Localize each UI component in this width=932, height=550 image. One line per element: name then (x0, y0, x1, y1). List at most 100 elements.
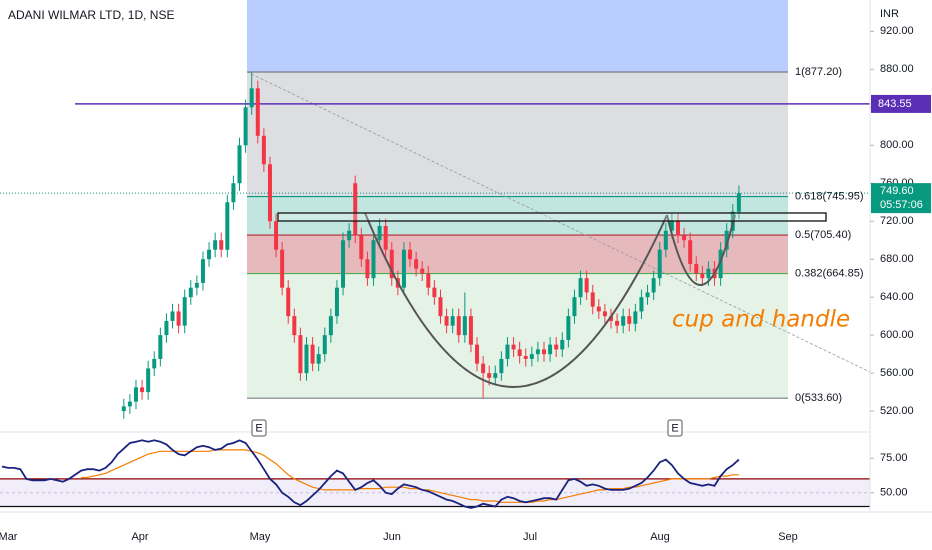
candle-body (133, 387, 138, 402)
candle-body (505, 344, 510, 359)
candle-body (237, 145, 242, 184)
fib-zone (247, 235, 788, 274)
candle-body (170, 311, 175, 321)
last-price-tag (871, 183, 931, 214)
fib-extension-zone (247, 0, 788, 72)
handle-curve (666, 214, 736, 286)
candle-body (657, 249, 662, 279)
candle-body (420, 268, 425, 274)
candle-body (566, 316, 571, 340)
x-tick-label: Mar (0, 531, 18, 543)
fib-level-label: 0(533.60) (795, 392, 842, 404)
candle-body (200, 259, 205, 283)
x-tick-label: May (250, 531, 271, 543)
candle-body (408, 249, 413, 260)
candle-body (609, 316, 613, 321)
currency: INR (880, 8, 899, 20)
candle-body (322, 335, 327, 355)
resistance-box (277, 212, 827, 222)
overlay (277, 212, 827, 388)
candle-body (194, 282, 199, 288)
candle-body (176, 311, 181, 326)
x-tick-label: Jul (523, 531, 537, 543)
candle-body (694, 263, 699, 274)
candle-body (511, 344, 516, 350)
candle-body (736, 193, 741, 212)
rsi-tick-label: 50.00 (880, 487, 908, 499)
candle-body (359, 235, 364, 260)
candle-body (517, 349, 522, 357)
axis: 920.00880.00840.00800.00760.00720.00680.… (0, 25, 931, 543)
fib-level-label: 0.382(664.85) (795, 267, 864, 279)
fib-level-label: 1(877.20) (795, 66, 842, 78)
y-tick-label: 800.00 (880, 139, 914, 151)
candle-body (249, 88, 254, 108)
candle-body (219, 240, 224, 250)
rsi-line (1, 439, 740, 509)
candle-body (542, 349, 547, 355)
trend-line (246, 71, 870, 373)
candle-body (188, 287, 193, 298)
candle-body (274, 221, 279, 250)
candle-body (158, 335, 163, 359)
fib-level-label: 0.618(745.95) (795, 190, 864, 202)
candle-body (535, 349, 540, 355)
candle-body (493, 373, 498, 378)
candle-body (487, 373, 492, 378)
fib-level-label: 0.5(705.40) (795, 229, 851, 241)
candle-body (456, 316, 461, 336)
candle-body (669, 221, 674, 231)
candle-body (590, 292, 595, 307)
x-tick-label: Jun (383, 531, 401, 543)
candle-body (292, 316, 297, 336)
candle-body (724, 230, 729, 250)
candle-body (231, 183, 236, 203)
y-tick-label: 600.00 (880, 329, 914, 341)
price-tag-label: 843.55 (878, 98, 912, 110)
candle-body (700, 273, 705, 279)
candle-body (353, 183, 358, 236)
candle-body (438, 297, 443, 317)
candle-body (255, 88, 260, 136)
candle-body (341, 240, 346, 288)
earnings-label: E (671, 422, 678, 434)
candle-body (389, 249, 394, 279)
candle-body (401, 249, 406, 288)
candle-body (207, 249, 212, 260)
candle-body (523, 356, 528, 359)
candle-body (584, 278, 589, 293)
fib-zones (247, 0, 788, 399)
candle-body (121, 406, 126, 412)
candle-body (182, 297, 187, 326)
candle-body (280, 249, 285, 288)
candle-body (426, 273, 431, 288)
rsi-tick-label: 75.00 (880, 452, 908, 464)
fib-zone (247, 71, 788, 197)
earnings-label: E (255, 422, 262, 434)
candle-body (377, 225, 382, 241)
earnings-marker (667, 419, 683, 437)
earnings-marker (251, 419, 267, 437)
chart-title: ADANI WILMAR LTD, 1D, NSE (8, 8, 174, 22)
candle-body (371, 240, 376, 279)
candle-body (481, 363, 486, 374)
countdown-label: 05:57:06 (880, 199, 923, 211)
candle-body (286, 287, 291, 317)
x-tick-label: Sep (778, 531, 798, 543)
candle-body (645, 292, 650, 298)
candle-body (462, 316, 467, 336)
y-tick-label: 680.00 (880, 253, 914, 265)
candle-body (316, 354, 321, 364)
candle-body (328, 316, 333, 336)
candle-body (146, 368, 151, 393)
candle-body (688, 240, 693, 264)
candle-body (414, 259, 419, 269)
candle-body (602, 311, 607, 317)
candle-body (706, 268, 711, 279)
candle-body (682, 235, 687, 241)
candle-body (651, 278, 656, 293)
candle-body (596, 306, 601, 312)
candle-body (334, 287, 339, 317)
x-tick-label: Apr (131, 531, 148, 543)
fib-zone (247, 273, 788, 399)
